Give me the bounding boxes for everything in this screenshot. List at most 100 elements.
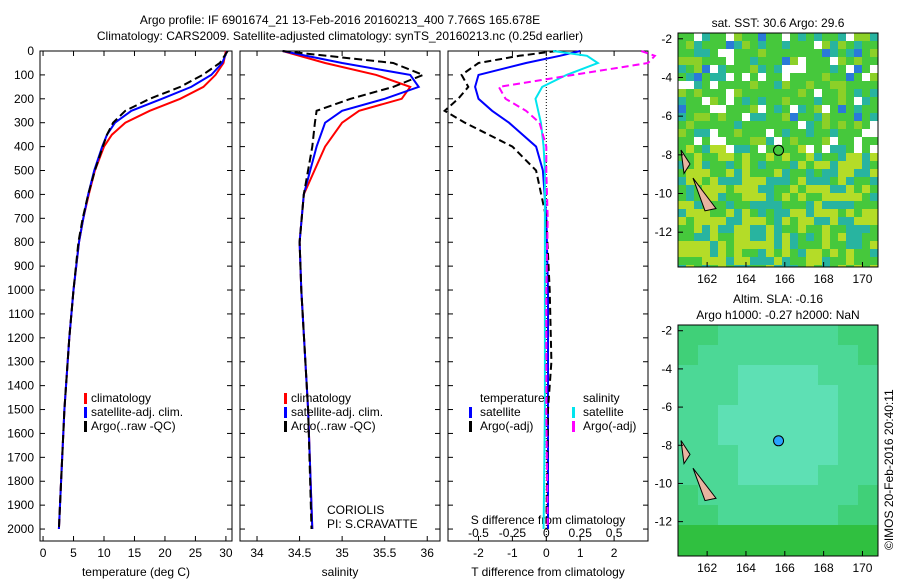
map-cell <box>830 225 838 233</box>
map-cell <box>702 233 710 241</box>
sst-map: sat. SST: 30.6 Argo: 29.6 162 164 166 168 170… <box>655 16 879 286</box>
map-cell <box>738 525 758 545</box>
map-cell <box>742 105 750 113</box>
map-cell <box>790 153 798 161</box>
depth-tick-label: 300 <box>14 116 34 130</box>
map-cell <box>678 233 686 241</box>
map-cell <box>814 81 822 89</box>
map-cell <box>782 225 790 233</box>
map-cell <box>818 325 838 345</box>
map-cell <box>694 121 702 129</box>
x-tick-label: 35 <box>335 546 349 560</box>
map-cell <box>702 185 710 193</box>
depth-tick-label: 1500 <box>7 403 34 417</box>
map-cell <box>782 241 790 249</box>
map-cell <box>790 217 798 225</box>
map-cell <box>678 41 686 49</box>
map-cell <box>782 57 790 65</box>
map-cell <box>774 105 782 113</box>
map-cell <box>734 193 742 201</box>
map-cell <box>678 425 698 445</box>
map-cell <box>830 137 838 145</box>
map-cell <box>778 545 798 556</box>
map-cell <box>822 153 830 161</box>
map-cell <box>758 465 778 485</box>
map-cell <box>798 153 806 161</box>
map-cell <box>798 465 818 485</box>
map-cell <box>798 485 818 505</box>
map-cell <box>686 225 694 233</box>
map-cell <box>718 365 738 385</box>
map-cell <box>678 545 698 556</box>
map-cell <box>846 209 854 217</box>
x-tick-label: 35.5 <box>373 546 397 560</box>
map-cell <box>726 241 734 249</box>
map-cell <box>798 241 806 249</box>
map-cell <box>678 113 686 121</box>
map-cell <box>758 105 766 113</box>
map-cell <box>822 121 830 129</box>
map-cell <box>822 65 830 73</box>
map-cell <box>726 145 734 153</box>
map-cell <box>806 201 814 209</box>
map-cell <box>798 65 806 73</box>
map-cell <box>862 97 870 105</box>
map-cell <box>838 425 858 445</box>
map-cell <box>710 209 718 217</box>
map-cell <box>750 49 758 57</box>
credit-text: ©IMOS 20-Feb-2016 20:40:11 <box>882 389 896 550</box>
legend-label: satellite-adj. clim. <box>291 405 383 419</box>
map-cell <box>678 249 686 257</box>
map-cell <box>742 209 750 217</box>
map-cell <box>766 217 774 225</box>
map-cell <box>702 105 710 113</box>
map-cell <box>702 41 710 49</box>
map-cell <box>798 193 806 201</box>
map-cell <box>870 97 878 105</box>
map-cell <box>734 209 742 217</box>
legend-swatch <box>284 393 287 404</box>
map-cell <box>846 177 854 185</box>
map-cell <box>718 545 738 556</box>
map-cell <box>738 365 758 385</box>
map-cell <box>858 325 878 345</box>
map-cell <box>838 465 858 485</box>
map-cell <box>862 105 870 113</box>
map-cell <box>702 113 710 121</box>
map-cell <box>778 365 798 385</box>
map-cell <box>798 121 806 129</box>
x-tick-label: 0 <box>543 546 550 560</box>
map-cell <box>778 465 798 485</box>
map-cell <box>726 225 734 233</box>
map-cell <box>870 89 878 97</box>
map-cell <box>862 249 870 257</box>
map-cell <box>862 257 870 265</box>
map-cell <box>678 89 686 97</box>
depth-tick-label: 1600 <box>7 426 34 440</box>
map-cell <box>814 177 822 185</box>
map-cell <box>846 129 854 137</box>
map-cell <box>830 249 838 257</box>
map-cell <box>734 57 742 65</box>
map-cell <box>854 137 862 145</box>
map-cell <box>814 217 822 225</box>
map-cell <box>678 177 686 185</box>
map-cell <box>806 225 814 233</box>
map-cell <box>750 209 758 217</box>
map-cell <box>766 137 774 145</box>
map-cell <box>734 145 742 153</box>
map-cell <box>678 97 686 105</box>
map-cell <box>854 169 862 177</box>
map-cell <box>742 201 750 209</box>
map-cell <box>678 201 686 209</box>
map-cell <box>678 129 686 137</box>
map-cell <box>838 325 858 345</box>
map-cell <box>742 177 750 185</box>
map-cell <box>846 121 854 129</box>
map-cell <box>766 241 774 249</box>
map-cell <box>854 105 862 113</box>
map-cell <box>718 153 726 161</box>
map-cell <box>790 145 798 153</box>
depth-tick-label: 1300 <box>7 355 34 369</box>
map-cell <box>774 153 782 161</box>
